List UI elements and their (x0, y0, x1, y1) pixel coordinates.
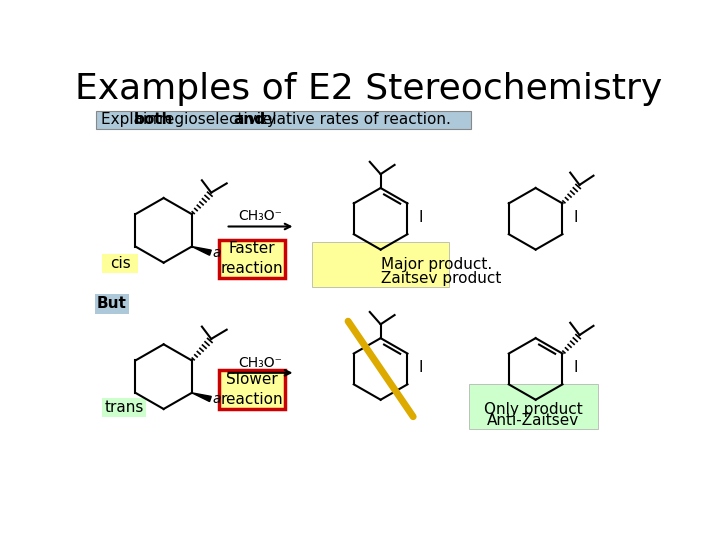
Text: regioselectivity: regioselectivity (154, 112, 282, 127)
Text: Major product.: Major product. (381, 258, 492, 273)
FancyBboxPatch shape (94, 294, 129, 314)
FancyBboxPatch shape (102, 254, 138, 273)
Text: relative rates of reaction.: relative rates of reaction. (252, 112, 451, 127)
FancyBboxPatch shape (96, 111, 472, 129)
Polygon shape (192, 247, 211, 255)
Text: Zaitsev product: Zaitsev product (381, 272, 501, 286)
Text: I: I (418, 360, 423, 375)
FancyBboxPatch shape (102, 398, 145, 417)
FancyBboxPatch shape (469, 384, 598, 429)
Text: a: a (212, 392, 221, 406)
FancyBboxPatch shape (312, 242, 449, 287)
Text: Anti-Zaitsev: Anti-Zaitsev (487, 413, 580, 428)
FancyBboxPatch shape (219, 370, 285, 409)
Text: Examples of E2 Stereochemistry: Examples of E2 Stereochemistry (76, 72, 662, 106)
Text: Explain: Explain (101, 112, 161, 127)
Text: I: I (574, 360, 578, 375)
Text: CH₃O⁻: CH₃O⁻ (238, 210, 282, 224)
Polygon shape (192, 393, 211, 402)
Text: I: I (418, 210, 423, 225)
Text: and: and (233, 112, 266, 127)
Text: CH₃O⁻: CH₃O⁻ (238, 356, 282, 370)
Text: But: But (96, 296, 127, 311)
Text: Only product: Only product (484, 402, 582, 417)
FancyBboxPatch shape (219, 240, 285, 278)
Text: cis: cis (110, 256, 130, 271)
Text: Faster
reaction: Faster reaction (220, 241, 283, 276)
Text: trans: trans (104, 400, 144, 415)
Text: both: both (134, 112, 174, 127)
Text: a: a (212, 246, 221, 260)
Text: I: I (574, 210, 578, 225)
Text: Slower
reaction: Slower reaction (220, 373, 283, 407)
